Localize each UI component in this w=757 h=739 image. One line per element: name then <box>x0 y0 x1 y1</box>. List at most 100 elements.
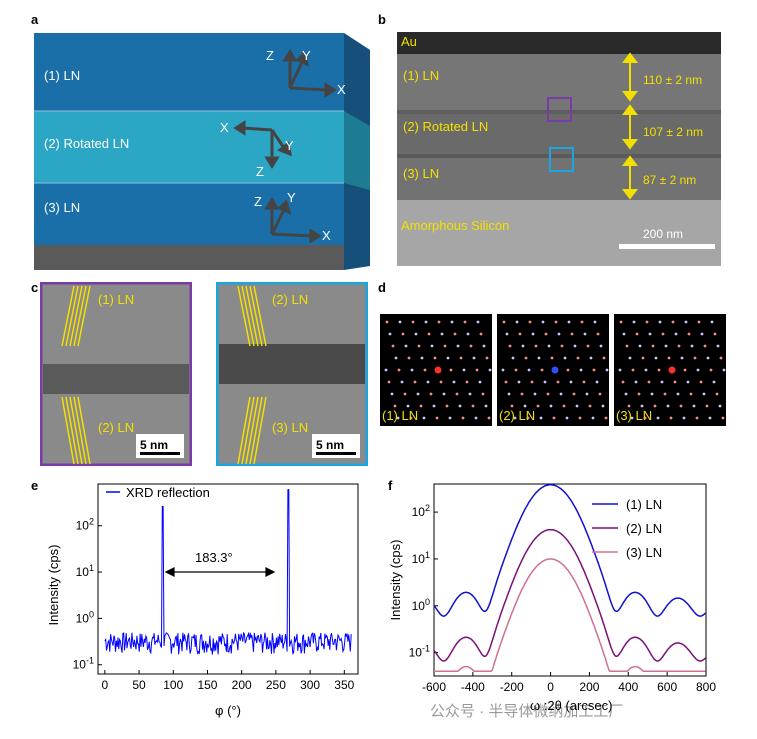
diffraction-spot <box>536 404 540 408</box>
svg-text:107 ± 2 nm: 107 ± 2 nm <box>643 125 703 139</box>
diffraction-spot <box>469 344 473 348</box>
diffraction-spot <box>446 356 450 360</box>
diffraction-spot <box>440 332 444 336</box>
diffraction-spot <box>430 344 434 348</box>
x-tick-label: 600 <box>657 680 677 694</box>
x-tick-label: 350 <box>334 678 354 692</box>
svg-text:(3) LN: (3) LN <box>403 166 439 181</box>
legend-entry: (3) LN <box>626 545 662 560</box>
diffraction-spot <box>625 344 629 348</box>
layer-label: (3) LN <box>44 200 80 215</box>
diffraction-spot <box>456 344 460 348</box>
diffraction-spot <box>459 356 463 360</box>
diffraction-spot <box>502 320 506 324</box>
diffraction-spot <box>632 320 636 324</box>
diffraction-spot <box>450 320 454 324</box>
diffraction-spot <box>664 344 668 348</box>
diffraction-spot <box>394 356 398 360</box>
diffraction-spot <box>618 368 622 372</box>
diffraction-spot <box>653 404 657 408</box>
axes-icon <box>282 49 337 98</box>
svg-text:Y: Y <box>285 138 294 153</box>
panel-label-a: a <box>31 12 39 27</box>
diffraction-spot <box>686 380 690 384</box>
diffraction-spot <box>449 368 453 372</box>
diffraction-spot <box>595 380 599 384</box>
diffraction-spot <box>637 392 641 396</box>
diffraction-spot <box>461 416 465 420</box>
diffraction-spot <box>523 404 527 408</box>
x-tick-label: 300 <box>300 678 320 692</box>
diffraction-spot <box>565 416 569 420</box>
diffraction-spot <box>601 404 605 408</box>
diffraction-spot <box>518 332 522 336</box>
diffraction-spot <box>705 404 709 408</box>
diffraction-spot <box>709 368 713 372</box>
diffraction-spot <box>550 356 554 360</box>
diffraction-spot <box>635 332 639 336</box>
au-label: Au <box>401 34 417 49</box>
diffraction-spot <box>589 356 593 360</box>
diffraction-spot <box>517 380 521 384</box>
tem-cross-section: Au (1) LN (2) Rotated LN (3) LN Amorphou… <box>397 32 721 266</box>
diffraction-spot <box>566 368 570 372</box>
svg-text:(2) LN: (2) LN <box>98 420 134 435</box>
diffraction-spot <box>692 404 696 408</box>
diffraction-spot <box>541 320 545 324</box>
x-tick-label: 0 <box>101 678 108 692</box>
axes-icon <box>233 120 293 169</box>
diffraction-spot <box>466 332 470 336</box>
diffraction-spot <box>634 380 638 384</box>
diffraction-spot <box>422 416 426 420</box>
svg-text:(2) LN: (2) LN <box>272 292 308 307</box>
x-tick-label: -200 <box>500 680 524 694</box>
diffraction-spot <box>453 332 457 336</box>
diffraction-spot <box>562 404 566 408</box>
panel-label-e: e <box>31 478 39 493</box>
diffraction-spot <box>567 320 571 324</box>
diffraction-spot <box>697 320 701 324</box>
diffraction-spot <box>429 392 433 396</box>
diffraction-spot <box>621 380 625 384</box>
diffraction-spot <box>427 332 431 336</box>
diffraction-spot <box>540 368 544 372</box>
annotation: 183.3° <box>195 550 233 565</box>
diffraction-spot <box>640 404 644 408</box>
y-tick-label: 10-1 <box>73 656 94 672</box>
svg-text:(3) LN: (3) LN <box>272 420 308 435</box>
diffraction-spot <box>539 416 543 420</box>
diffraction-spot <box>515 320 519 324</box>
svg-text:(1) LN: (1) LN <box>403 68 439 83</box>
x-axis-label-f: ω :2θ (arcsec) <box>530 698 613 713</box>
y-tick-label: 102 <box>412 503 430 519</box>
central-beam-spot <box>434 366 442 374</box>
xrd-phi-scan-chart: 0 50 100 150 200 250 300 350 10-1 100 101 102 XRD r… <box>46 483 359 718</box>
svg-text:Z: Z <box>256 164 264 179</box>
diffraction-spot <box>409 416 413 420</box>
diffraction-spot <box>401 332 405 336</box>
diffraction-spot <box>585 392 589 396</box>
legend-entry: (2) LN <box>626 521 662 536</box>
diffraction-spot <box>455 392 459 396</box>
svg-text:200 nm: 200 nm <box>643 227 683 241</box>
diffraction-spot <box>661 332 665 336</box>
diffraction-spot <box>510 404 514 408</box>
diffraction-spot <box>667 356 671 360</box>
x-tick-label: 0 <box>547 680 554 694</box>
diffraction-spot <box>520 392 524 396</box>
diffraction-spot <box>400 380 404 384</box>
diffraction-spot <box>593 320 597 324</box>
diffraction-spot <box>478 380 482 384</box>
svg-text:5 nm: 5 nm <box>316 438 344 452</box>
y-tick-label: 101 <box>76 563 94 579</box>
x-tick-label: 400 <box>618 680 638 694</box>
diffraction-spot <box>511 356 515 360</box>
diffraction-spot <box>708 416 712 420</box>
svg-text:110 ± 2 nm: 110 ± 2 nm <box>643 73 702 87</box>
diffraction-spot <box>556 380 560 384</box>
layer-label: (2) Rotated LN <box>44 136 129 151</box>
panel-label-c: c <box>31 280 39 295</box>
diffraction-spot <box>423 368 427 372</box>
diffraction-spot <box>507 392 511 396</box>
diffraction-spot <box>485 356 489 360</box>
